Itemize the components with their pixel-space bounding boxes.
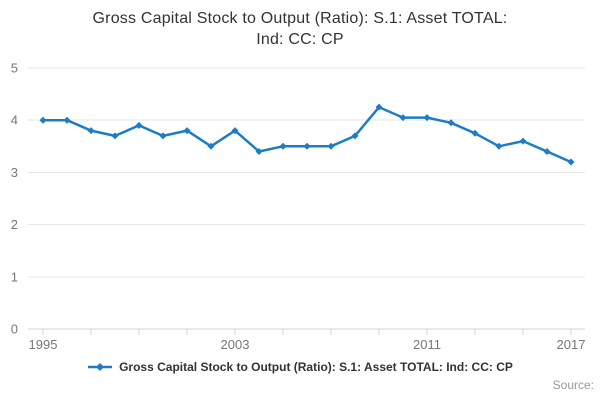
series-marker-1999[interactable] — [135, 121, 143, 129]
legend-label: Gross Capital Stock to Output (Ratio): S… — [119, 360, 513, 374]
series-marker-2003[interactable] — [231, 127, 239, 135]
series-marker-2008[interactable] — [351, 132, 359, 140]
series-marker-2014[interactable] — [495, 142, 503, 150]
series-marker-2006[interactable] — [303, 142, 311, 150]
y-axis-label-5: 5 — [11, 61, 18, 76]
chart-title: Gross Capital Stock to Output (Ratio): S… — [0, 8, 600, 50]
series-marker-2002[interactable] — [207, 142, 215, 150]
y-axis-label-0: 0 — [11, 322, 18, 337]
x-axis-label-2017: 2017 — [557, 337, 586, 352]
series-marker-2016[interactable] — [543, 148, 551, 156]
series-marker-1995[interactable] — [39, 116, 47, 124]
series-marker-1998[interactable] — [111, 132, 119, 140]
y-axis-label-3: 3 — [11, 165, 18, 180]
y-axis-label-4: 4 — [11, 113, 18, 128]
series-marker-1996[interactable] — [63, 116, 71, 124]
series-marker-2017[interactable] — [567, 158, 575, 166]
series-marker-2005[interactable] — [279, 142, 287, 150]
series-marker-2000[interactable] — [159, 132, 167, 140]
series-group[interactable] — [39, 103, 575, 166]
series-marker-2013[interactable] — [471, 129, 479, 137]
x-axis-label-2003: 2003 — [221, 337, 250, 352]
series-marker-2015[interactable] — [519, 137, 527, 145]
series-marker-2012[interactable] — [447, 119, 455, 127]
y-axis-label-2: 2 — [11, 217, 18, 232]
x-axis-label-1995: 1995 — [29, 337, 58, 352]
legend-line-marker-icon — [88, 363, 113, 371]
series-marker-2011[interactable] — [423, 114, 431, 122]
y-axis-label-1: 1 — [11, 269, 18, 284]
series-marker-2001[interactable] — [183, 127, 191, 135]
chart-title-line2: Ind: CC: CP — [256, 31, 344, 48]
x-axis-label-2011: 2011 — [413, 337, 441, 352]
series-marker-2004[interactable] — [255, 148, 263, 156]
source-label: Source: — [552, 378, 594, 392]
series-marker-2007[interactable] — [327, 142, 335, 150]
legend[interactable]: Gross Capital Stock to Output (Ratio): S… — [0, 360, 600, 374]
chart-title-line1: Gross Capital Stock to Output (Ratio): S… — [92, 10, 508, 27]
series-marker-2010[interactable] — [399, 114, 407, 122]
series-marker-2009[interactable] — [375, 103, 383, 111]
series-marker-1997[interactable] — [87, 127, 95, 135]
series-line[interactable] — [41, 105, 573, 164]
